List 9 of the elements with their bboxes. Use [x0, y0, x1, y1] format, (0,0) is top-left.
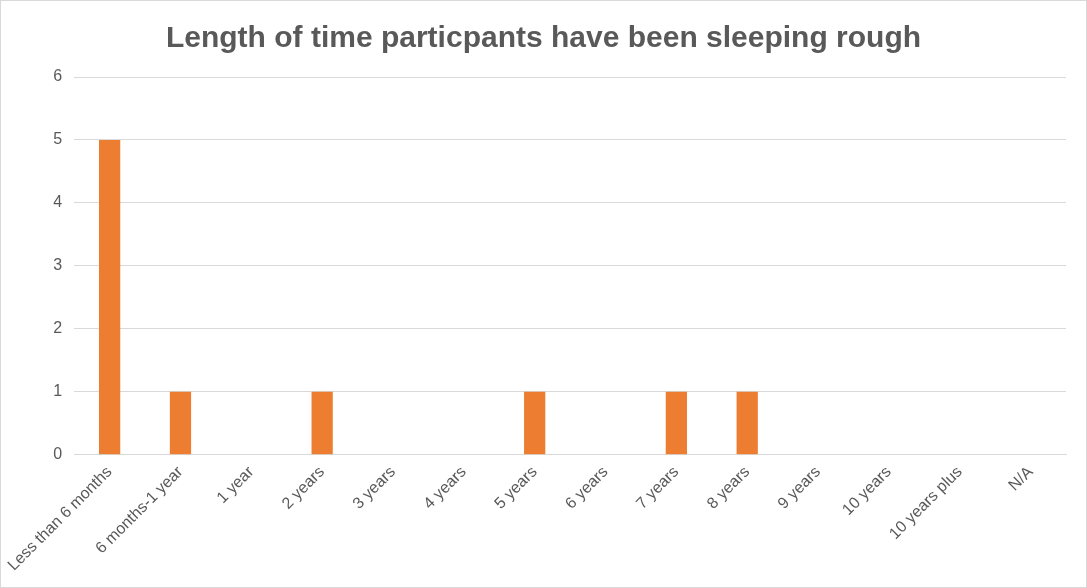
y-tick-label: 6: [53, 67, 63, 85]
y-tick-label: 0: [53, 445, 63, 463]
y-tick-label: 2: [53, 319, 63, 337]
y-tick-label: 3: [53, 256, 63, 274]
y-tick-label: 4: [53, 193, 63, 211]
y-tick-label: 1: [53, 382, 63, 400]
y-tick-label: 5: [53, 130, 63, 148]
x-tick-label: N/A: [1004, 462, 1037, 494]
chart-title: Length of time particpants have been sleeping rough: [165, 20, 922, 54]
